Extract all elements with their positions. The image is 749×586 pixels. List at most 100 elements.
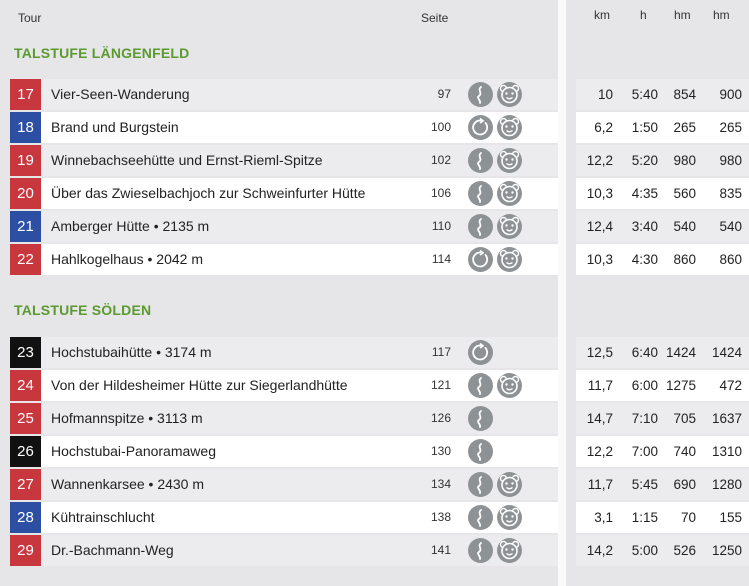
elevation-up: 980 bbox=[673, 153, 696, 168]
page-number: 102 bbox=[430, 153, 451, 167]
header-tour: Tour bbox=[18, 11, 42, 25]
elevation-down: 1424 bbox=[711, 345, 742, 360]
tour-number: 29 bbox=[10, 535, 41, 566]
table-row: 21 Amberger Hütte • 2135 m 110 bbox=[10, 211, 558, 242]
elevation-up: 854 bbox=[673, 87, 696, 102]
duration-h: 7:10 bbox=[631, 411, 658, 426]
page-number: 134 bbox=[430, 477, 451, 491]
tour-name: Winnebachseehütte und Ernst-Rieml-Spitze bbox=[51, 152, 323, 168]
page-number: 97 bbox=[437, 87, 451, 101]
tour-number: 28 bbox=[10, 502, 41, 533]
page-number: 106 bbox=[430, 186, 451, 200]
bear-icon bbox=[497, 214, 522, 239]
tour-number: 19 bbox=[10, 145, 41, 176]
stats-row: 12,5 6:40 1424 1424 bbox=[576, 337, 749, 368]
tour-number: 22 bbox=[10, 244, 41, 275]
duration-h: 3:40 bbox=[631, 219, 658, 234]
distance-km: 10,3 bbox=[586, 186, 613, 201]
table-row: 27 Wannenkarsee • 2430 m 134 bbox=[10, 469, 558, 500]
stats-row: 3,1 1:15 70 155 bbox=[576, 502, 749, 533]
header-seite: Seite bbox=[421, 11, 449, 25]
route-icon bbox=[468, 406, 493, 431]
tour-icons bbox=[468, 373, 526, 398]
elevation-down: 1310 bbox=[711, 444, 742, 459]
page-number: 126 bbox=[430, 411, 451, 425]
tour-icons bbox=[468, 406, 497, 431]
elevation-up: 265 bbox=[673, 120, 696, 135]
duration-h: 5:20 bbox=[631, 153, 658, 168]
distance-km: 10,3 bbox=[586, 252, 613, 267]
elevation-down: 540 bbox=[719, 219, 742, 234]
tour-number: 18 bbox=[10, 112, 41, 143]
distance-km: 12,2 bbox=[586, 444, 613, 459]
elevation-down: 900 bbox=[719, 87, 742, 102]
duration-h: 5:00 bbox=[631, 543, 658, 558]
tour-name: Von der Hildesheimer Hütte zur Siegerlan… bbox=[51, 377, 348, 393]
stats-row: 12,2 5:20 980 980 bbox=[576, 145, 749, 176]
duration-h: 1:50 bbox=[631, 120, 658, 135]
stats-row: 12,4 3:40 540 540 bbox=[576, 211, 749, 242]
duration-h: 5:40 bbox=[631, 87, 658, 102]
tour-number: 25 bbox=[10, 403, 41, 434]
tour-name: Hahlkogelhaus • 2042 m bbox=[51, 251, 203, 267]
table-row: 20 Über das Zwieselbachjoch zur Schweinfu… bbox=[10, 178, 558, 209]
elevation-up: 705 bbox=[673, 411, 696, 426]
tour-icons bbox=[468, 340, 497, 365]
loop-icon bbox=[468, 340, 493, 365]
distance-km: 12,5 bbox=[586, 345, 613, 360]
elevation-down: 1250 bbox=[711, 543, 742, 558]
duration-h: 6:00 bbox=[631, 378, 658, 393]
route-icon bbox=[468, 439, 493, 464]
distance-km: 3,1 bbox=[594, 510, 613, 525]
elevation-down: 472 bbox=[719, 378, 742, 393]
route-icon bbox=[468, 181, 493, 206]
header-km: km bbox=[594, 8, 610, 22]
elevation-up: 70 bbox=[680, 510, 696, 525]
stats-row: 12,2 7:00 740 1310 bbox=[576, 436, 749, 467]
header-h: h bbox=[640, 8, 647, 22]
elevation-up: 740 bbox=[673, 444, 696, 459]
route-icon bbox=[468, 505, 493, 530]
elevation-down: 860 bbox=[719, 252, 742, 267]
table-row: 22 Hahlkogelhaus • 2042 m 114 bbox=[10, 244, 558, 275]
stats-row: 11,7 5:45 690 1280 bbox=[576, 469, 749, 500]
duration-h: 4:30 bbox=[631, 252, 658, 267]
tour-icons bbox=[468, 181, 526, 206]
distance-km: 14,2 bbox=[586, 543, 613, 558]
tour-number: 26 bbox=[10, 436, 41, 467]
table-row: 26 Hochstubai-Panoramaweg 130 bbox=[10, 436, 558, 467]
stats-row: 14,7 7:10 705 1637 bbox=[576, 403, 749, 434]
column-gap bbox=[558, 0, 566, 586]
tour-icons bbox=[468, 214, 526, 239]
page-number: 138 bbox=[430, 510, 451, 524]
stats-row: 10,3 4:30 860 860 bbox=[576, 244, 749, 275]
bear-icon bbox=[497, 472, 522, 497]
distance-km: 11,7 bbox=[587, 378, 613, 393]
elevation-up: 1275 bbox=[665, 378, 696, 393]
elevation-down: 155 bbox=[719, 510, 742, 525]
duration-h: 5:45 bbox=[631, 477, 658, 492]
stats-row: 10 5:40 854 900 bbox=[576, 79, 749, 110]
tour-icons bbox=[468, 505, 526, 530]
bear-icon bbox=[497, 148, 522, 173]
tour-number: 20 bbox=[10, 178, 41, 209]
elevation-down: 980 bbox=[719, 153, 742, 168]
tour-name: Hochstubaihütte • 3174 m bbox=[51, 344, 212, 360]
bear-icon bbox=[497, 373, 522, 398]
elevation-up: 860 bbox=[673, 252, 696, 267]
elevation-down: 1280 bbox=[711, 477, 742, 492]
tour-name: Amberger Hütte • 2135 m bbox=[51, 218, 210, 234]
tour-icons bbox=[468, 472, 526, 497]
elevation-down: 835 bbox=[719, 186, 742, 201]
distance-km: 14,7 bbox=[586, 411, 613, 426]
tour-number: 17 bbox=[10, 79, 41, 110]
route-icon bbox=[468, 373, 493, 398]
tour-icons bbox=[468, 115, 526, 140]
route-icon bbox=[468, 538, 493, 563]
route-icon bbox=[468, 472, 493, 497]
tour-name: Hochstubai-Panoramaweg bbox=[51, 443, 216, 459]
tour-number: 21 bbox=[10, 211, 41, 242]
duration-h: 7:00 bbox=[631, 444, 658, 459]
elevation-down: 265 bbox=[719, 120, 742, 135]
tour-name: Hofmannspitze • 3113 m bbox=[51, 410, 203, 426]
